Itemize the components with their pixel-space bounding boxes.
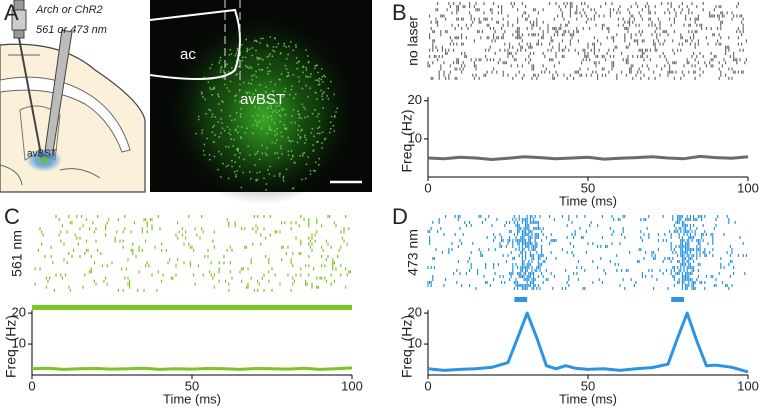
y-tick-label: 20 bbox=[12, 305, 26, 320]
y-tick-label: 10 bbox=[408, 335, 422, 350]
spike-raster bbox=[34, 215, 351, 292]
y-tick-label: 10 bbox=[12, 335, 26, 350]
rate-line bbox=[427, 154, 749, 161]
y-axis-label: Freq. (Hz) bbox=[3, 315, 19, 378]
x-tick-label: 100 bbox=[737, 378, 759, 393]
panel-letter: B bbox=[392, 0, 407, 25]
y-axis-label: Freq. (Hz) bbox=[399, 315, 415, 378]
wavelength-label: 561 or 473 nm bbox=[36, 24, 107, 36]
spike-raster bbox=[427, 215, 747, 290]
raster-label: no laser bbox=[405, 16, 421, 66]
opsin-label: Arch or ChR2 bbox=[35, 4, 103, 16]
ac-label: ac bbox=[180, 46, 196, 63]
rate-line bbox=[31, 366, 353, 371]
y-axis-label: Freq. (Hz) bbox=[399, 110, 415, 173]
spike-raster bbox=[427, 2, 747, 80]
laser-bar bbox=[671, 297, 684, 302]
y-tick-label: 20 bbox=[408, 305, 422, 320]
y-tick-label: 10 bbox=[408, 130, 422, 145]
x-tick-label: 50 bbox=[185, 378, 199, 393]
x-tick-label: 100 bbox=[341, 378, 363, 393]
x-tick-label: 0 bbox=[424, 378, 431, 393]
x-tick-label: 50 bbox=[581, 180, 595, 195]
panel-letter: D bbox=[392, 204, 408, 229]
laser-bar bbox=[514, 297, 528, 302]
region-label: avBST bbox=[240, 91, 285, 108]
x-tick-label: 100 bbox=[737, 180, 759, 195]
region-label: avBST bbox=[27, 149, 57, 160]
micrograph bbox=[149, 0, 372, 205]
y-tick-label: 20 bbox=[408, 92, 422, 107]
x-tick-label: 0 bbox=[424, 180, 431, 195]
x-tick-label: 0 bbox=[28, 378, 35, 393]
rate-line bbox=[427, 311, 749, 374]
laser-bar bbox=[32, 305, 352, 310]
raster-label: 473 nm bbox=[405, 229, 421, 276]
x-axis-label: Time (ms) bbox=[163, 391, 221, 406]
panel-letter: C bbox=[4, 204, 20, 229]
x-tick-label: 50 bbox=[581, 378, 595, 393]
schematic bbox=[0, 0, 146, 193]
x-axis-label: Time (ms) bbox=[559, 193, 617, 208]
raster-label: 561 nm bbox=[9, 230, 25, 277]
panel-letter: A bbox=[4, 0, 19, 25]
x-axis-label: Time (ms) bbox=[559, 391, 617, 406]
